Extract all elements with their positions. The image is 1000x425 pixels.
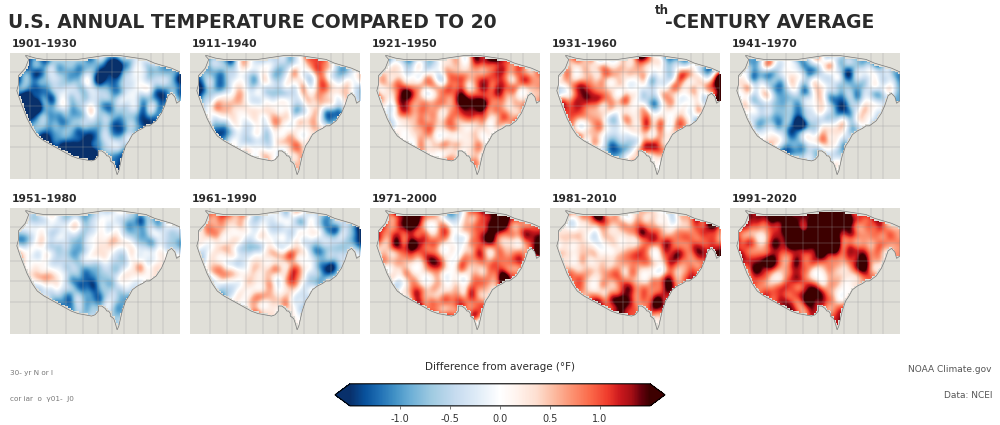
Text: 1991–2020: 1991–2020	[732, 195, 797, 204]
Text: 1971–2000: 1971–2000	[372, 195, 437, 204]
Text: 1981–2010: 1981–2010	[552, 195, 617, 204]
PathPatch shape	[650, 384, 665, 406]
Text: 1951–1980: 1951–1980	[12, 195, 77, 204]
Text: NOAA Climate.gov: NOAA Climate.gov	[908, 365, 992, 374]
Text: 1931–1960: 1931–1960	[552, 40, 617, 49]
Text: Data: NCEI: Data: NCEI	[944, 391, 992, 400]
Text: 30- yr N or l: 30- yr N or l	[10, 370, 53, 376]
Text: 1941–1970: 1941–1970	[732, 40, 797, 49]
Text: 1911–1940: 1911–1940	[192, 40, 257, 49]
Text: Difference from average (°F): Difference from average (°F)	[425, 362, 575, 371]
Text: U.S. ANNUAL TEMPERATURE COMPARED TO 20: U.S. ANNUAL TEMPERATURE COMPARED TO 20	[8, 14, 497, 32]
PathPatch shape	[335, 384, 350, 406]
Text: 1921–1950: 1921–1950	[372, 40, 437, 49]
Text: th: th	[655, 4, 669, 17]
Text: cor iar  o  γ01-  J0: cor iar o γ01- J0	[10, 396, 74, 402]
Text: 1901–1930: 1901–1930	[12, 40, 77, 49]
Text: -CENTURY AVERAGE: -CENTURY AVERAGE	[665, 14, 874, 32]
Text: 1961–1990: 1961–1990	[192, 195, 257, 204]
